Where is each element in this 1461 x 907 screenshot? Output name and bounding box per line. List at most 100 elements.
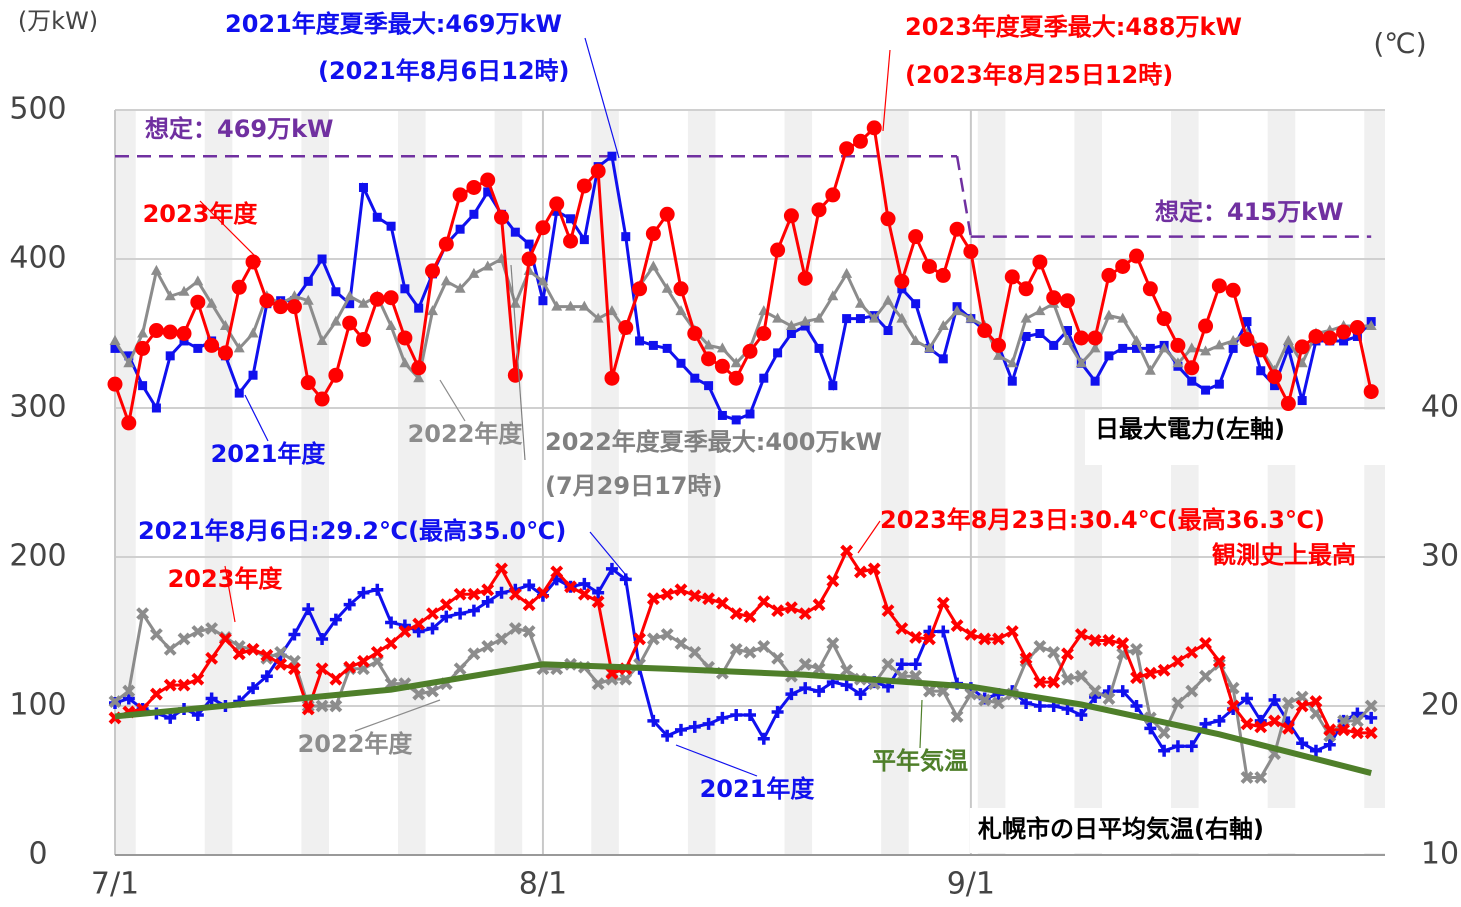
weekend-band [301, 110, 329, 855]
marker [329, 613, 342, 626]
marker [162, 324, 178, 340]
marker [743, 645, 757, 659]
leader-line [919, 699, 923, 749]
marker [1061, 647, 1074, 661]
marker [950, 710, 964, 723]
series-label: 2021年度 [211, 440, 327, 468]
marker [550, 565, 564, 579]
marker [1129, 248, 1145, 264]
marker [1240, 717, 1254, 731]
marker [771, 705, 784, 718]
marker [1171, 696, 1185, 710]
marker [425, 263, 440, 279]
marker [1294, 339, 1310, 355]
leader-line [439, 379, 466, 422]
marker [1060, 293, 1075, 309]
marker [1158, 342, 1170, 353]
marker [813, 312, 825, 323]
left-unit: (万kW) [18, 7, 98, 35]
weekend-band [977, 110, 1006, 855]
marker [1115, 258, 1131, 274]
marker [385, 616, 398, 629]
y-tick-label: 100 [9, 688, 66, 723]
marker [1214, 379, 1224, 389]
marker [233, 342, 245, 353]
marker [509, 297, 521, 308]
marker [150, 264, 162, 275]
marker [1281, 721, 1295, 735]
marker [1198, 318, 1214, 334]
marker [773, 348, 783, 358]
marker [1282, 334, 1294, 345]
marker [702, 592, 716, 606]
marker [565, 300, 577, 311]
marker [1256, 366, 1266, 376]
marker [384, 637, 398, 650]
leader-line [589, 531, 631, 581]
marker [452, 187, 468, 203]
marker [426, 684, 439, 698]
marker [1062, 334, 1073, 345]
marker [579, 235, 589, 245]
marker [564, 580, 577, 594]
annotation: 札幌市の日平均気温(右軸) [977, 815, 1264, 843]
marker [757, 639, 771, 653]
marker [826, 637, 840, 650]
marker [1144, 364, 1156, 375]
marker [109, 334, 121, 345]
marker [783, 208, 799, 224]
marker [467, 647, 481, 661]
marker [247, 327, 259, 338]
marker [937, 625, 950, 638]
marker [607, 151, 617, 161]
marker [742, 343, 758, 359]
marker [729, 607, 743, 621]
marker [549, 196, 565, 212]
marker [137, 327, 149, 338]
marker [1323, 738, 1336, 751]
marker [521, 251, 537, 267]
marker [949, 221, 965, 237]
annotation: 2023年8月23日:30.4℃(最高36.3℃) [880, 506, 1325, 534]
plot [107, 120, 1379, 784]
series-label: 2022年度 [298, 730, 414, 758]
annotation: (2021年8月6日12時) [318, 57, 570, 85]
marker [674, 583, 688, 597]
leader-line [199, 200, 262, 263]
marker [868, 312, 880, 323]
marker [729, 642, 743, 656]
leader-line [882, 49, 891, 132]
marker [178, 285, 190, 296]
y2-tick-label: 20 [1421, 688, 1459, 723]
marker [840, 663, 854, 677]
marker [704, 381, 714, 391]
marker [469, 209, 479, 219]
marker [537, 275, 549, 286]
marker [797, 270, 813, 286]
marker [1132, 343, 1142, 353]
marker [149, 628, 163, 641]
label-box [1085, 410, 1385, 465]
marker [524, 239, 534, 249]
marker [1090, 376, 1100, 386]
marker [1309, 744, 1322, 757]
marker [647, 714, 660, 727]
marker [867, 562, 881, 576]
marker [895, 658, 908, 671]
marker [383, 290, 399, 306]
marker [1116, 637, 1130, 650]
marker [1033, 639, 1047, 653]
marker [274, 657, 288, 671]
marker [135, 340, 151, 356]
marker [1185, 740, 1198, 753]
marker [1142, 281, 1158, 297]
marker [1118, 343, 1128, 353]
weekend-band [591, 110, 619, 855]
marker [1364, 726, 1378, 740]
marker [510, 227, 520, 237]
marker [855, 314, 865, 324]
marker [936, 596, 950, 610]
marker [1227, 334, 1239, 345]
marker [577, 587, 591, 601]
marker [673, 281, 689, 297]
